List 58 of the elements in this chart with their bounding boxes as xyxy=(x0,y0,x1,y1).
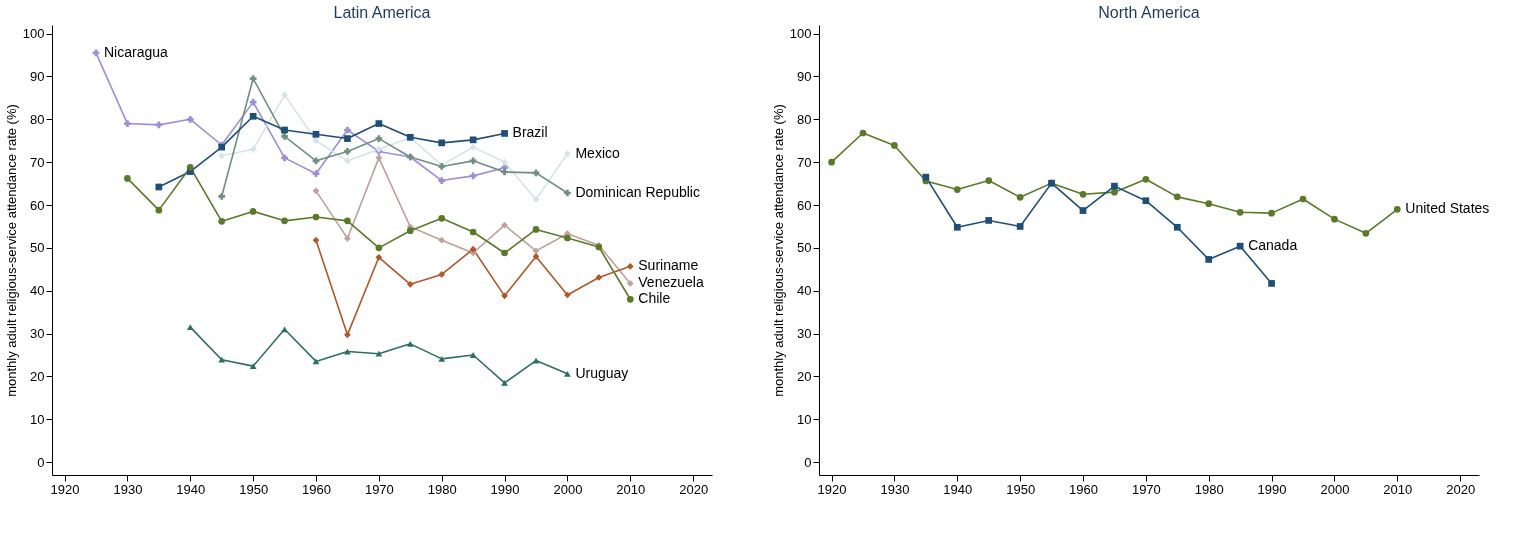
y-tick-label: 50 xyxy=(797,240,812,256)
x-tick-label: 1960 xyxy=(1069,481,1098,497)
x-tick-label: 1990 xyxy=(490,481,520,497)
annotation: Chile xyxy=(638,290,671,307)
x-tick-label: 2010 xyxy=(616,481,646,497)
x-tick-label: 1960 xyxy=(302,481,331,497)
x-tick-label: 1970 xyxy=(364,481,394,497)
x-tick-label: 1940 xyxy=(176,481,206,497)
y-tick-label: 70 xyxy=(30,154,45,170)
annotation: United States xyxy=(1405,200,1490,217)
y-tick-label: 90 xyxy=(797,68,812,84)
x-tick-label: 1940 xyxy=(943,481,973,497)
x-tick-label: 1970 xyxy=(1131,481,1161,497)
y-tick-label: 60 xyxy=(797,197,812,213)
y-tick-label: 20 xyxy=(30,368,45,384)
annotation: Dominican Republic xyxy=(575,184,700,200)
y-tick-label: 90 xyxy=(30,68,45,84)
y-tick-label: 40 xyxy=(797,283,812,299)
annotation: Mexico xyxy=(575,144,620,161)
annotation: Suriname xyxy=(638,257,699,274)
x-tick-label: 2010 xyxy=(1383,481,1413,497)
annotation: Canada xyxy=(1248,237,1298,254)
chart-title: Latin America xyxy=(333,4,431,21)
y-tick-label: 30 xyxy=(30,326,45,342)
y-tick-label: 10 xyxy=(30,411,45,427)
y-axis-title: monthly adult religious-service attendance rate (%) xyxy=(3,104,19,397)
y-tick-label: 0 xyxy=(804,454,812,470)
x-tick-label: 2000 xyxy=(553,481,583,497)
y-tick-label: 20 xyxy=(797,368,812,384)
y-tick-label: 80 xyxy=(797,111,812,127)
y-tick-label: 100 xyxy=(22,26,45,42)
y-tick-label: 80 xyxy=(30,111,45,127)
x-tick-label: 1980 xyxy=(427,481,457,497)
y-tick-label: 40 xyxy=(30,283,45,299)
x-tick-label: 1920 xyxy=(817,481,847,497)
y-tick-label: 0 xyxy=(37,454,45,470)
chart-title: North America xyxy=(1098,4,1200,21)
x-tick-label: 1930 xyxy=(880,481,910,497)
annotation: Brazil xyxy=(512,124,548,141)
y-tick-label: 70 xyxy=(797,154,812,170)
x-tick-label: 1990 xyxy=(1257,481,1287,497)
annotation: Uruguay xyxy=(575,364,629,381)
y-tick-label: 60 xyxy=(30,197,45,213)
x-tick-label: 1950 xyxy=(239,481,269,497)
x-tick-label: 2020 xyxy=(679,481,709,497)
x-tick-label: 2000 xyxy=(1320,481,1350,497)
x-tick-label: 1980 xyxy=(1194,481,1224,497)
x-tick-label: 1930 xyxy=(113,481,143,497)
annotation: Nicaragua xyxy=(104,43,169,60)
annotation: Venezuela xyxy=(638,274,704,291)
x-tick-label: 2020 xyxy=(1446,481,1476,497)
y-tick-label: 100 xyxy=(789,26,812,42)
x-tick-label: 1920 xyxy=(50,481,80,497)
y-tick-label: 30 xyxy=(797,326,812,342)
y-tick-label: 50 xyxy=(30,240,45,256)
y-axis-title: monthly adult religious-service attendance rate (%) xyxy=(770,104,786,397)
x-tick-label: 1950 xyxy=(1006,481,1036,497)
y-tick-label: 10 xyxy=(797,411,812,427)
